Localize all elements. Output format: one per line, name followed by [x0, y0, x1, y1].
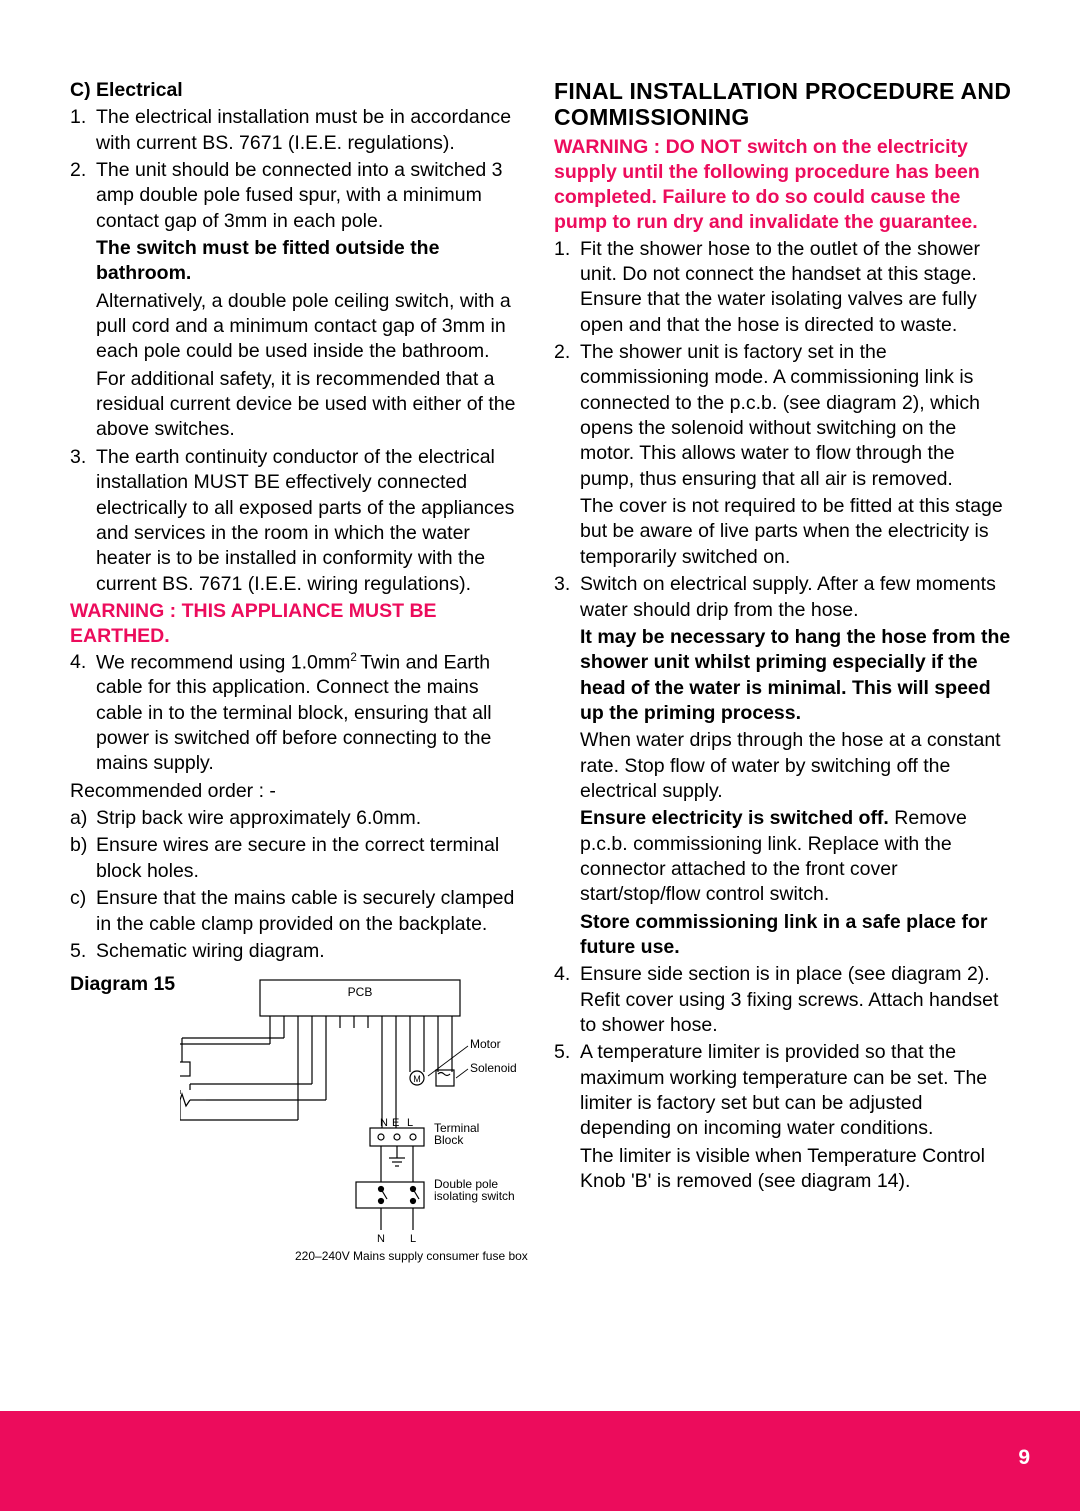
item-para-bold: Store commissioning link in a safe place… — [580, 910, 1014, 961]
svg-text:M: M — [413, 1074, 421, 1084]
item-para: When water drips through the hose at a c… — [580, 728, 1014, 804]
item-number: 2. — [70, 158, 96, 443]
electrical-heading: C) Electrical — [70, 78, 530, 103]
item4-pre: We recommend using 1.0mm — [96, 651, 350, 673]
sublist-item: a) Strip back wire approximately 6.0mm. — [70, 806, 530, 831]
list-item: 4. We recommend using 1.0mm2 Twin and Ea… — [70, 650, 530, 777]
list-item: 5. A temperature limiter is provided so … — [554, 1040, 1014, 1194]
recommended-order: Recommended order : - — [70, 779, 530, 804]
item-body: Schematic wiring diagram. — [96, 939, 530, 964]
item-para: The unit should be connected into a swit… — [96, 159, 503, 232]
item-para-bold: It may be necessary to hang the hose fro… — [580, 625, 1014, 726]
item-number: 4. — [554, 962, 580, 1038]
diagram-caption: 220–240V Mains supply consumer fuse box — [295, 1249, 528, 1263]
left-column: C) Electrical 1. The electrical installa… — [70, 78, 530, 1267]
item-para: Ensure side section is in place (see dia… — [580, 963, 998, 1036]
list-item: 5. Schematic wiring diagram. — [70, 939, 530, 964]
motor-label: Motor — [470, 1037, 501, 1051]
item-number: 1. — [554, 237, 580, 338]
item-number: 1. — [70, 105, 96, 156]
sublist-item: c) Ensure that the mains cable is secure… — [70, 886, 530, 937]
item-body: Ensure side section is in place (see dia… — [580, 962, 1014, 1038]
pcb-label: PCB — [348, 985, 373, 999]
item-para: For additional safety, it is recommended… — [96, 367, 530, 443]
svg-text:L: L — [410, 1233, 416, 1245]
item-para: The cover is not required to be fitted a… — [580, 494, 1014, 570]
item-number: 3. — [70, 445, 96, 597]
list-item: 2. The unit should be connected into a s… — [70, 158, 530, 443]
item-para: Switch on electrical supply. After a few… — [580, 573, 996, 620]
wiring-diagram-svg: PCB — [180, 972, 530, 1267]
item-para: The limiter is visible when Temperature … — [580, 1144, 1014, 1195]
item-body: A temperature limiter is provided so tha… — [580, 1040, 1014, 1194]
earthing-warning: WARNING : THIS APPLIANCE MUST BE EARTHED… — [70, 599, 530, 650]
electrical-list-continued: 4. We recommend using 1.0mm2 Twin and Ea… — [70, 650, 530, 777]
item-body: The unit should be connected into a swit… — [96, 158, 530, 443]
item-body: Fit the shower hose to the outlet of the… — [580, 237, 1014, 338]
item-body: The earth continuity conductor of the el… — [96, 445, 530, 597]
sub-mark: a) — [70, 806, 96, 831]
terminal-N-label: N — [380, 1117, 388, 1129]
sub-text: Ensure wires are secure in the correct t… — [96, 833, 530, 884]
sub-mark: c) — [70, 886, 96, 937]
item-para: The earth continuity conductor of the el… — [96, 446, 514, 595]
svg-text:N: N — [377, 1233, 385, 1245]
item-number: 5. — [70, 939, 96, 964]
item-para-bold: The switch must be fitted outside the ba… — [96, 236, 530, 287]
item-number: 4. — [70, 650, 96, 777]
item-number: 2. — [554, 340, 580, 570]
item-body: The shower unit is factory set in the co… — [580, 340, 1014, 570]
final-heading: FINAL INSTALLATION PROCEDURE AND COMMISS… — [554, 78, 1014, 131]
item-body: The electrical installation must be in a… — [96, 105, 530, 156]
item-para-mixed: Ensure electricity is switched off. Remo… — [580, 806, 1014, 907]
commissioning-warning: WARNING : DO NOT switch on the electrici… — [554, 135, 1014, 235]
sub-text: Strip back wire approximately 6.0mm. — [96, 806, 530, 831]
list-item: 1. Fit the shower hose to the outlet of … — [554, 237, 1014, 338]
page-content: C) Electrical 1. The electrical installa… — [0, 0, 1080, 1267]
item-number: 5. — [554, 1040, 580, 1194]
item5-list: 5. Schematic wiring diagram. — [70, 939, 530, 964]
item-para: The electrical installation must be in a… — [96, 106, 511, 153]
solenoid-label: Solenoid — [470, 1061, 517, 1075]
item-body: Switch on electrical supply. After a few… — [580, 572, 1014, 960]
page-footer: 9 — [0, 1411, 1080, 1511]
diagram-15: Diagram 15 PCB — [70, 972, 530, 1267]
list-item: 3. Switch on electrical supply. After a … — [554, 572, 1014, 960]
item-para: Fit the shower hose to the outlet of the… — [580, 238, 980, 336]
commissioning-list: 1. Fit the shower hose to the outlet of … — [554, 237, 1014, 1195]
sublist-item: b) Ensure wires are secure in the correc… — [70, 833, 530, 884]
isolating-label: Double poleisolating switch — [434, 1177, 515, 1203]
terminal-E-label: E — [392, 1117, 399, 1129]
item4-sup: 2 — [350, 651, 360, 664]
item-para: The shower unit is factory set in the co… — [580, 341, 980, 490]
electrical-list: 1. The electrical installation must be i… — [70, 105, 530, 597]
item-body: We recommend using 1.0mm2 Twin and Earth… — [96, 650, 530, 777]
list-item: 2. The shower unit is factory set in the… — [554, 340, 1014, 570]
list-item: 3. The earth continuity conductor of the… — [70, 445, 530, 597]
sub-mark: b) — [70, 833, 96, 884]
list-item: 1. The electrical installation must be i… — [70, 105, 530, 156]
page-number: 9 — [1018, 1446, 1030, 1470]
item-para: A temperature limiter is provided so tha… — [580, 1041, 987, 1139]
diagram-label: Diagram 15 — [70, 972, 175, 997]
list-item: 4. Ensure side section is in place (see … — [554, 962, 1014, 1038]
item-number: 3. — [554, 572, 580, 960]
terminal-L-label: L — [407, 1117, 413, 1129]
terminal-label: TerminalBlock — [434, 1121, 479, 1147]
right-column: FINAL INSTALLATION PROCEDURE AND COMMISS… — [554, 78, 1014, 1267]
sub-text: Ensure that the mains cable is securely … — [96, 886, 530, 937]
item-para: Alternatively, a double pole ceiling swi… — [96, 289, 530, 365]
recommended-sublist: a) Strip back wire approximately 6.0mm. … — [70, 806, 530, 937]
